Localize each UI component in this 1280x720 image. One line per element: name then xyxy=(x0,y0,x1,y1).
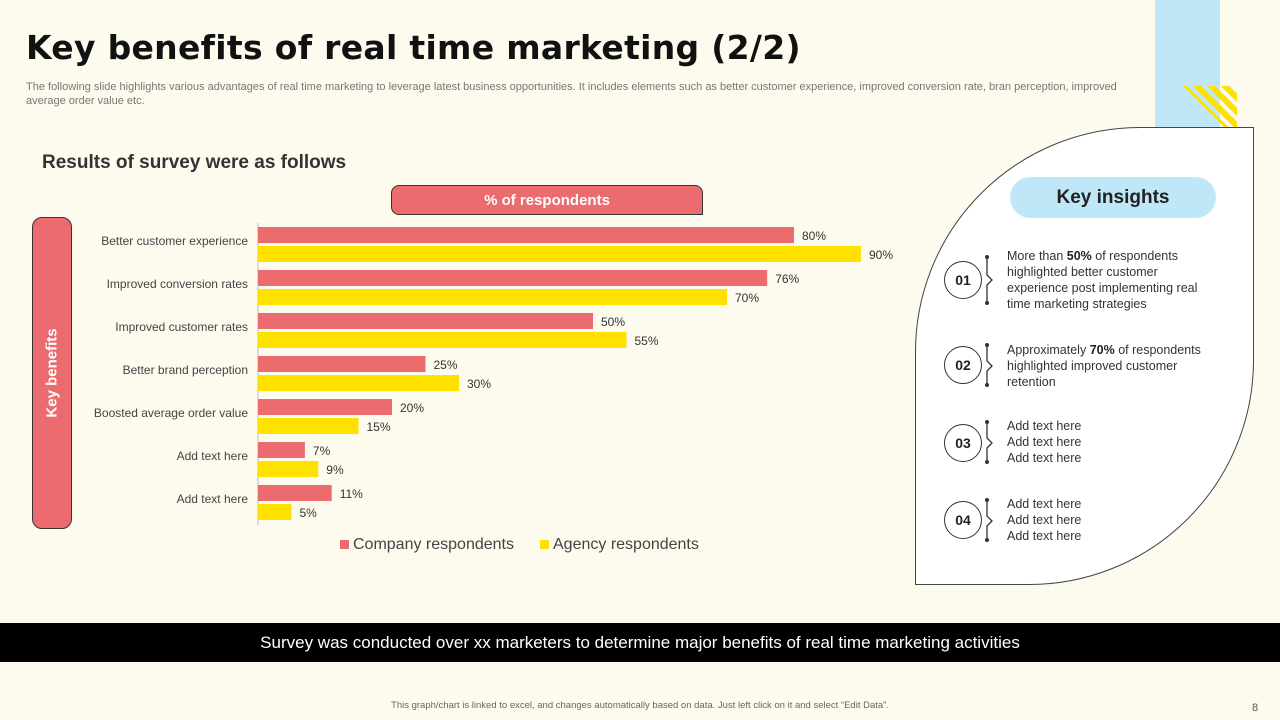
insight-number: 03 xyxy=(944,424,982,462)
bar-value-label: 70% xyxy=(735,291,759,305)
page-subtitle: The following slide highlights various a… xyxy=(26,81,1117,107)
bracket-icon xyxy=(985,255,993,305)
agency-bar xyxy=(258,246,861,262)
company-bar xyxy=(258,356,426,372)
agency-bar xyxy=(258,289,727,305)
category-label: Boosted average order value xyxy=(94,406,248,420)
key-benefits-tab xyxy=(32,217,72,529)
bar-value-label: 20% xyxy=(400,401,424,415)
insight-text: More than 50% of respondents highlighted… xyxy=(1007,249,1198,311)
bar-value-label: 80% xyxy=(802,229,826,243)
bracket-icon xyxy=(985,498,993,542)
bar-value-label: 90% xyxy=(869,248,893,262)
category-label: Better customer experience xyxy=(101,234,248,248)
bar-value-label: 50% xyxy=(601,315,625,329)
page-title: Key benefits of real time marketing (2/2… xyxy=(26,28,801,67)
insight-number: 01 xyxy=(944,261,982,299)
agency-bar xyxy=(258,332,627,348)
insights-header: Key insights xyxy=(1010,177,1216,218)
agency-bar xyxy=(258,375,459,391)
category-label: Better brand perception xyxy=(123,363,248,377)
agency-bar xyxy=(258,418,359,434)
insight-number: 04 xyxy=(944,501,982,539)
agency-bar xyxy=(258,504,292,520)
legend-swatch xyxy=(540,540,549,549)
company-bar xyxy=(258,270,768,286)
bar-value-label: 30% xyxy=(467,377,491,391)
insight-text: Add text here Add text here Add text her… xyxy=(1007,419,1082,465)
category-label: Improved customer rates xyxy=(115,320,248,334)
legend-label: Agency respondents xyxy=(553,536,699,553)
survey-heading: Results of survey were as follows xyxy=(42,152,347,173)
insight-text: Approximately 70% of respondents highlig… xyxy=(1007,343,1201,389)
company-bar xyxy=(258,399,392,415)
bracket-icon xyxy=(985,343,993,387)
category-label: Add text here xyxy=(177,449,249,463)
key-benefits-label: Key benefits xyxy=(43,328,61,418)
bar-value-label: 5% xyxy=(300,506,318,520)
bar-value-label: 25% xyxy=(434,358,458,372)
bar-value-label: 7% xyxy=(313,444,331,458)
insight-text: Add text here Add text here Add text her… xyxy=(1007,497,1082,543)
category-label: Add text here xyxy=(177,492,249,506)
bracket-icon xyxy=(985,420,993,464)
survey-banner: Survey was conducted over xx marketers t… xyxy=(0,623,1280,662)
legend-swatch xyxy=(340,540,349,549)
bar-value-label: 76% xyxy=(775,272,799,286)
company-bar xyxy=(258,227,794,243)
page-number: 8 xyxy=(1252,702,1259,714)
company-bar xyxy=(258,485,332,501)
bar-value-label: 11% xyxy=(340,487,363,501)
chart-footnote: This graph/chart is linked to excel, and… xyxy=(391,700,889,711)
benefits-bar-chart: Better customer experience 80% 90% Improved… xyxy=(94,223,893,553)
company-bar xyxy=(258,313,593,329)
bar-value-label: 55% xyxy=(635,334,659,348)
company-bar xyxy=(258,442,305,458)
category-label: Improved conversion rates xyxy=(107,277,248,291)
agency-bar xyxy=(258,461,319,477)
legend-label: Company respondents xyxy=(353,536,514,553)
respondents-label: % of respondents xyxy=(391,185,703,215)
insight-number: 02 xyxy=(944,346,982,384)
bar-value-label: 9% xyxy=(326,463,344,477)
bar-value-label: 15% xyxy=(367,420,391,434)
